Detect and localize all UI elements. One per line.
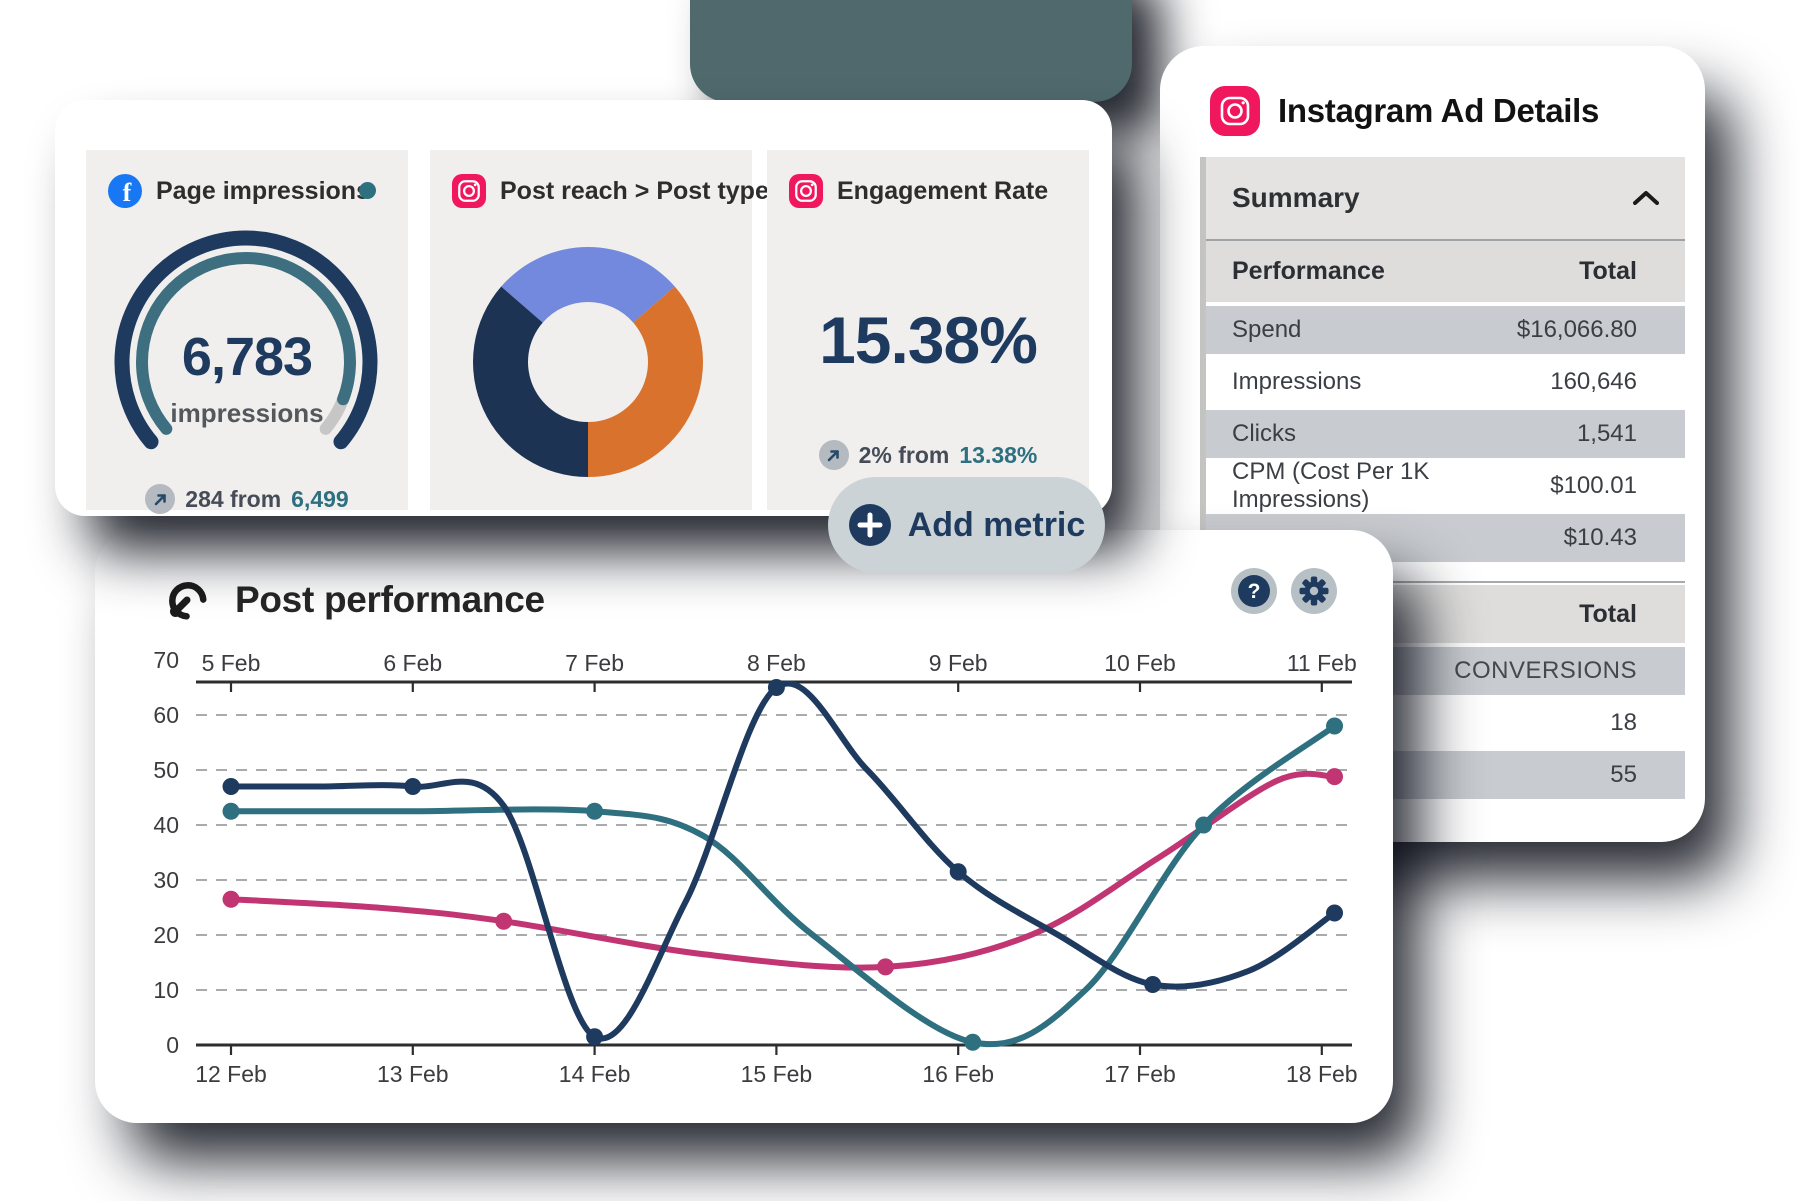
table-row: CPM (Cost Per 1K Impressions) $100.01 <box>1206 458 1685 513</box>
post-performance-chart: 5 Feb 12 Feb 6 Feb 13 Feb 7 Feb 14 Feb 8 Feb 15… <box>153 647 1358 1087</box>
gauge-unit: impressions <box>170 398 324 428</box>
post-reach-donut <box>473 247 703 477</box>
row-label: Spend <box>1232 316 1302 343</box>
previous-value: 6,499 <box>291 485 349 512</box>
row-label: CPM (Cost Per 1K Impressions) <box>1232 458 1430 513</box>
row-value: 1,541 <box>1576 420 1637 447</box>
svg-text:60: 60 <box>153 702 179 728</box>
svg-text:40: 40 <box>153 812 179 838</box>
svg-text:17 Feb: 17 Feb <box>1104 1061 1176 1087</box>
summary-section-header[interactable]: Summary <box>1206 157 1685 241</box>
svg-text:30: 30 <box>153 867 179 893</box>
delta-label: 2% from <box>858 441 950 468</box>
page-impressions-tile: f Page impressions 6,783 impressions 284… <box>86 150 408 514</box>
plus-icon <box>848 504 891 546</box>
card-actions: ? <box>1231 568 1337 614</box>
post-performance-card: Post performance ? 5 Feb 12 Feb 6 Feb 13 Fe… <box>95 530 1393 1123</box>
row-label: Impressions <box>1232 368 1362 395</box>
accent-shape <box>690 0 1132 102</box>
tile-header: Engagement Rate <box>789 174 1048 208</box>
svg-text:0: 0 <box>166 1032 179 1058</box>
svg-text:9 Feb: 9 Feb <box>929 650 988 676</box>
tile-title: Engagement Rate <box>837 176 1049 205</box>
tile-header: f Page impressions <box>108 174 370 208</box>
settings-gear-button[interactable] <box>1291 568 1337 614</box>
trend-up-icon <box>145 484 176 514</box>
svg-text:16 Feb: 16 Feb <box>922 1061 994 1087</box>
card-header: Post performance <box>165 578 545 622</box>
facebook-icon: f <box>108 174 142 208</box>
tile-title: Post reach > Post type <box>500 176 769 205</box>
row-value: $100.01 <box>1550 472 1637 499</box>
table-row: Clicks 1,541 <box>1206 410 1685 458</box>
column-total: Total <box>1579 257 1637 285</box>
row-label: Clicks <box>1232 420 1296 447</box>
gear-icon <box>1299 576 1329 606</box>
card-title: Post performance <box>235 579 545 620</box>
svg-text:6 Feb: 6 Feb <box>383 650 442 676</box>
add-metric-button[interactable]: Add metric <box>828 477 1105 573</box>
gauge-value: 6,783 <box>181 327 313 387</box>
chevron-up-icon[interactable] <box>1633 191 1659 205</box>
table-header-row: Performance Total <box>1206 241 1685 302</box>
row-value: $16,066.80 <box>1516 316 1637 343</box>
row-value: 160,646 <box>1550 368 1637 395</box>
svg-text:15 Feb: 15 Feb <box>741 1061 813 1087</box>
tile-title: Page impressions <box>156 176 370 205</box>
table-row: Impressions 160,646 <box>1206 358 1685 406</box>
previous-value: 13.38% <box>959 441 1038 468</box>
svg-text:50: 50 <box>153 757 179 783</box>
instagram-icon <box>1210 86 1260 136</box>
row-value: $10.43 <box>1563 524 1637 551</box>
table-row: Spend $16,066.80 <box>1206 306 1685 354</box>
help-button[interactable]: ? <box>1231 568 1277 614</box>
instagram-ad-details-panel: Instagram Ad Details Summary Performance… <box>1160 46 1705 842</box>
tile-header: Post reach > Post type <box>452 174 769 208</box>
add-metric-label: Add metric <box>907 505 1086 544</box>
svg-text:8 Feb: 8 Feb <box>747 650 806 676</box>
svg-text:70: 70 <box>153 647 179 673</box>
delta-label: 284 from <box>185 485 282 512</box>
metrics-card: f Page impressions 6,783 impressions 284… <box>55 100 1112 516</box>
panel-title: Instagram Ad Details <box>1278 92 1600 129</box>
svg-text:10: 10 <box>153 977 179 1003</box>
svg-text:18 Feb: 18 Feb <box>1286 1061 1358 1087</box>
post-reach-tile: Post reach > Post type <box>430 150 769 510</box>
svg-text:20: 20 <box>153 922 179 948</box>
instagram-icon <box>789 174 823 208</box>
svg-text:5 Feb: 5 Feb <box>202 650 261 676</box>
trend-up-icon <box>818 440 849 470</box>
column-label: Performance <box>1232 257 1385 285</box>
row-value: 18 <box>1610 709 1637 736</box>
panel-header: Instagram Ad Details <box>1210 86 1599 136</box>
svg-text:11 Feb: 11 Feb <box>1287 650 1357 676</box>
svg-text:10 Feb: 10 Feb <box>1104 650 1176 676</box>
engagement-rate-tile: Engagement Rate 15.38% 2% from 13.38% <box>767 150 1089 510</box>
svg-text:f: f <box>123 178 132 207</box>
engagement-value: 15.38% <box>819 303 1038 377</box>
summary-label: Summary <box>1232 182 1360 213</box>
svg-text:?: ? <box>1248 580 1261 603</box>
row-value: CONVERSIONS <box>1454 657 1637 684</box>
status-dot <box>359 182 376 199</box>
svg-text:7 Feb: 7 Feb <box>565 650 624 676</box>
svg-text:12 Feb: 12 Feb <box>195 1061 267 1087</box>
speedometer-icon <box>169 582 207 620</box>
instagram-icon <box>452 174 486 208</box>
table-divider <box>1206 581 1685 583</box>
svg-text:13 Feb: 13 Feb <box>377 1061 449 1087</box>
column-total: Total <box>1579 599 1637 628</box>
impressions-gauge <box>114 230 378 450</box>
delta-line: 2% from 13.38% <box>767 440 1089 470</box>
svg-text:14 Feb: 14 Feb <box>559 1061 631 1087</box>
delta-line: 284 from 6,499 <box>86 484 408 514</box>
row-value: 55 <box>1610 761 1637 788</box>
